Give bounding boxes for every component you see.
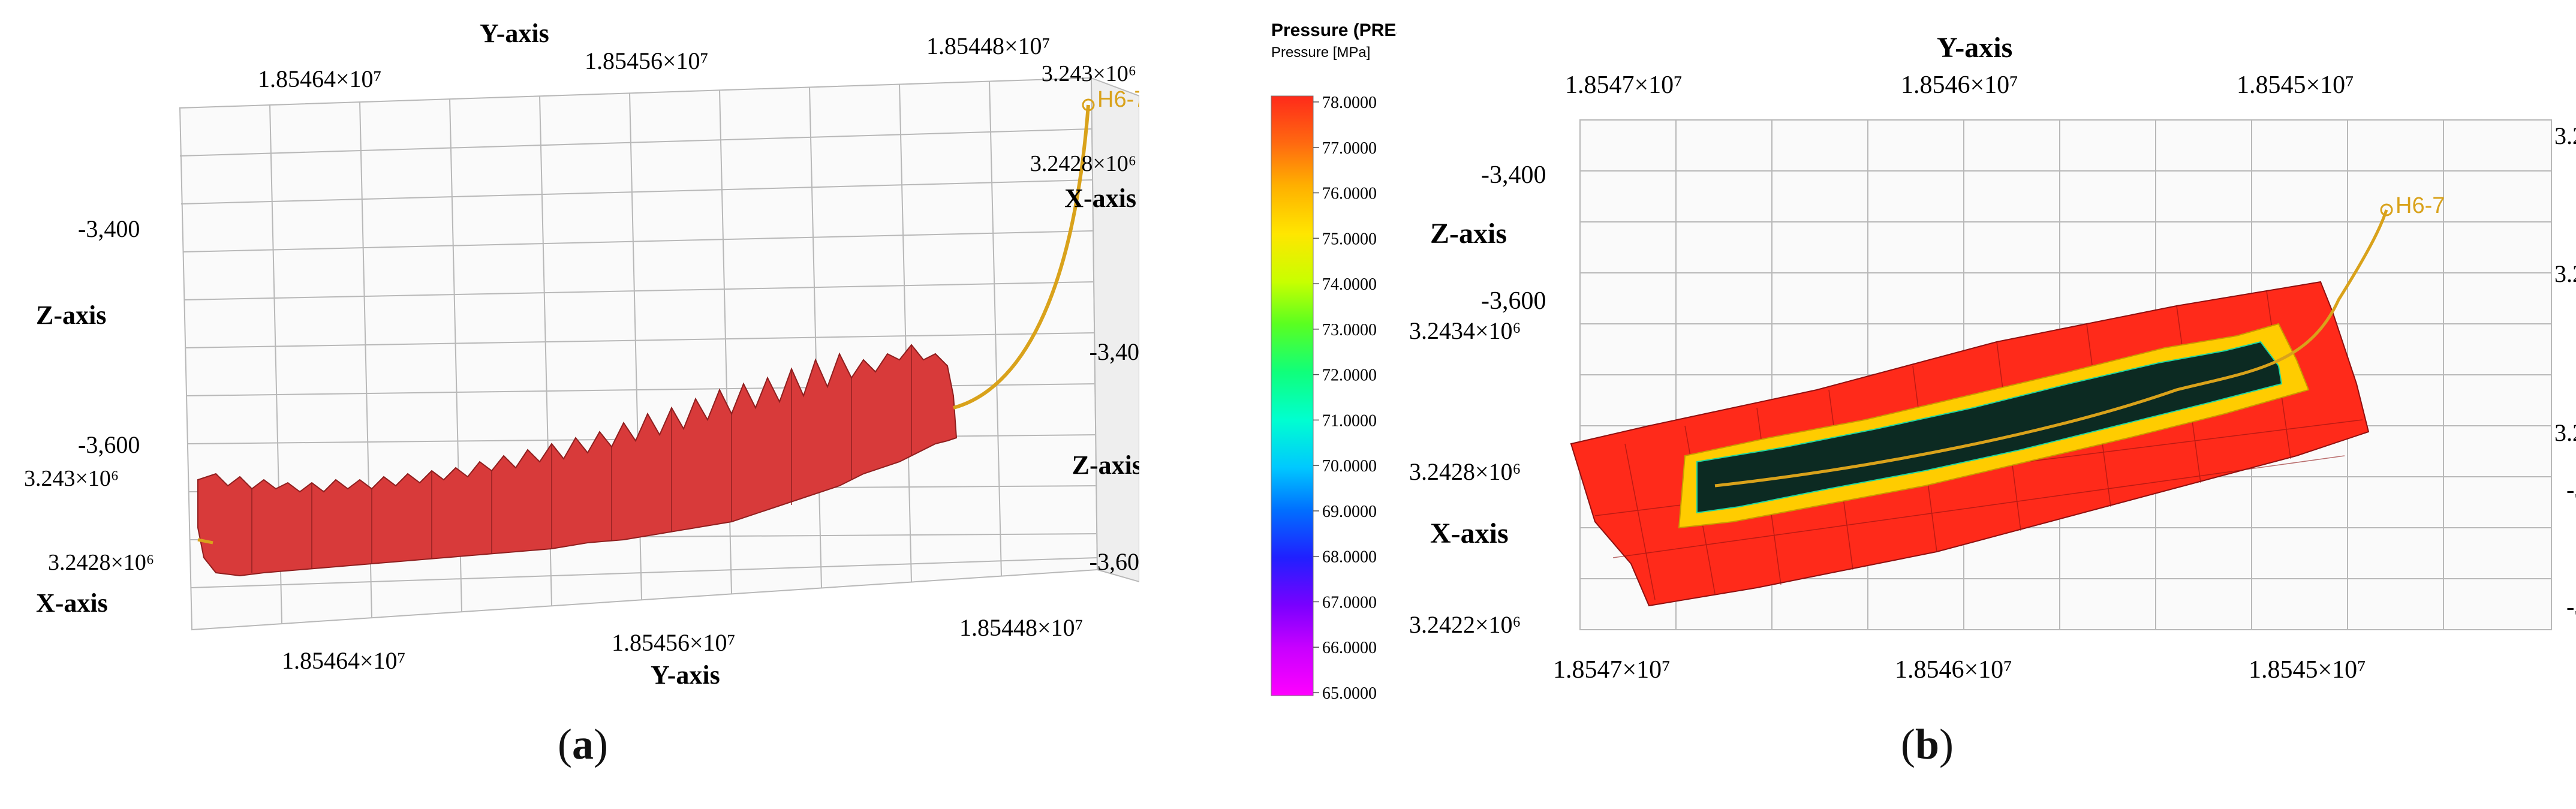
legend-tick-label: 72.0000 bbox=[1322, 366, 1377, 385]
panel-b-bottom-tick: 1.8546×10⁷ bbox=[1895, 656, 2012, 684]
panel-b-top-tick: 1.8546×10⁷ bbox=[1901, 71, 2018, 99]
panel-a-bottom-tick: 1.85448×10⁷ bbox=[959, 614, 1084, 641]
legend-tick-label: 65.0000 bbox=[1322, 684, 1377, 703]
panel-b-bottom-tick: 1.8545×10⁷ bbox=[2249, 656, 2366, 684]
legend-tick-label: 66.0000 bbox=[1322, 639, 1377, 657]
panel-a-top-tick: 1.85456×10⁷ bbox=[585, 47, 709, 74]
panel-a-z-right-tick: -3,400 bbox=[1090, 338, 1139, 365]
panel-b-top-tick: 1.8547×10⁷ bbox=[1565, 71, 1683, 99]
panel-a-bottom-tick: 1.85456×10⁷ bbox=[612, 629, 736, 656]
caption-b-letter: b bbox=[1915, 720, 1940, 768]
caption-a: (a) bbox=[558, 720, 608, 768]
panel-a-reservoir-body bbox=[197, 344, 958, 577]
panel-a-x-left-tick: 3.243×10⁶ bbox=[24, 466, 119, 491]
legend-tick-labels: 78.0000 77.0000 76.0000 75.0000 74.0000 73.00… bbox=[1313, 94, 1377, 703]
legend-tick-label: 73.0000 bbox=[1322, 321, 1377, 339]
legend-tick-label: 77.0000 bbox=[1322, 139, 1377, 158]
panel-a-top-tick: 1.85448×10⁷ bbox=[926, 32, 1051, 59]
panel-a-bottom-tick: 1.85464×10⁷ bbox=[282, 647, 406, 674]
panel-a-z-axis-title-left: Z-axis bbox=[36, 300, 106, 330]
legend-tick-label: 71.0000 bbox=[1322, 411, 1377, 430]
legend-tick-label: 74.0000 bbox=[1322, 275, 1377, 294]
panel-a-x-left-tick: 3.2428×10⁶ bbox=[48, 550, 154, 575]
panel-b-z-left-tick: -3,600 bbox=[1481, 287, 1546, 315]
legend-title: Pressure (PRESSURE) bbox=[1271, 20, 1397, 40]
panel-a-y-axis-title-bottom: Y-axis bbox=[651, 660, 720, 690]
panel-a-x-axis-title-right: X-axis bbox=[1064, 184, 1136, 213]
panel-a-top-tick: 1.85464×10⁷ bbox=[258, 65, 382, 92]
legend-tick-label: 68.0000 bbox=[1322, 548, 1377, 567]
legend-tick-label: 70.0000 bbox=[1322, 457, 1377, 476]
panel-a-y-axis-title-top: Y-axis bbox=[480, 19, 549, 48]
panel-b-y-axis-title: Y-axis bbox=[1937, 32, 2012, 64]
legend-tick-label: 76.0000 bbox=[1322, 185, 1377, 203]
panel-a-body-striations bbox=[251, 345, 912, 573]
panel-a-z-left-tick: -3,400 bbox=[78, 215, 140, 242]
panel-b-top-view: H6-7 Y-axis Z-axis X-axis 1.8547×10⁷ 1.8… bbox=[1397, 0, 2576, 809]
legend-tick-label: 75.0000 bbox=[1322, 230, 1377, 248]
panel-a-x-axis-title-left: X-axis bbox=[36, 588, 108, 618]
panel-a-well-head-marker bbox=[1082, 98, 1095, 112]
legend-tick-label: 69.0000 bbox=[1322, 503, 1377, 521]
panel-a-plot: H6-7 Y-axis Y-axis Z-axis Z-axis X-axis … bbox=[24, 19, 1151, 690]
caption-a-letter: a bbox=[571, 720, 594, 768]
caption-b: (b) bbox=[1901, 720, 1954, 768]
panel-b-well-trajectory bbox=[1714, 209, 2388, 488]
legend-color-bar bbox=[1271, 95, 1314, 696]
panel-b-x-right-tick: 3.2422×10⁶ bbox=[2554, 419, 2576, 446]
panel-b-well-label: H6-7 bbox=[2396, 193, 2445, 218]
panel-a-well-label: H6-7 bbox=[1097, 87, 1139, 112]
legend-tick-label: 67.0000 bbox=[1322, 593, 1377, 612]
panel-b-z-right-tick: -3,600 bbox=[2566, 593, 2576, 620]
panel-b-x-right-tick: 3.2434×10⁶ bbox=[2554, 122, 2576, 149]
panel-b-z-right-tick: -3,400 bbox=[2566, 476, 2576, 503]
panel-b-z-left-tick: -3,400 bbox=[1481, 161, 1546, 189]
panel-b-x-right-tick: 3.2428×10⁶ bbox=[2554, 260, 2576, 287]
pressure-color-legend: Pressure (PRESSURE) Pressure [MPa] 78.00… bbox=[1253, 0, 1464, 720]
panel-b-top-tick: 1.8545×10⁷ bbox=[2237, 71, 2354, 99]
panel-a-z-right-tick: -3,600 bbox=[1090, 548, 1139, 575]
panel-b-x-left-tick: 3.2422×10⁶ bbox=[1409, 611, 1521, 638]
panel-b-plot: H6-7 Y-axis Z-axis X-axis 1.8547×10⁷ 1.8… bbox=[1409, 32, 2576, 684]
panel-b-well-head-marker bbox=[2380, 203, 2393, 216]
panel-a-x-right-tick: 3.243×10⁶ bbox=[1042, 61, 1136, 86]
legend-svg: Pressure (PRESSURE) Pressure [MPa] 78.00… bbox=[1271, 20, 1464, 703]
panel-a-x-right-tick: 3.2428×10⁶ bbox=[1030, 151, 1136, 176]
panel-a-z-axis-title-right: Z-axis bbox=[1072, 450, 1139, 480]
panel-a-well-trajectory bbox=[953, 104, 1090, 410]
panel-b-x-left-tick: 3.2434×10⁶ bbox=[1409, 317, 1521, 344]
panel-a-z-left-tick: -3,600 bbox=[78, 431, 140, 458]
panel-b-z-axis-title: Z-axis bbox=[1430, 218, 1507, 249]
panel-b-reservoir-core bbox=[1696, 341, 2283, 514]
panel-b-bottom-tick: 1.8547×10⁷ bbox=[1553, 656, 1671, 684]
panel-b-x-axis-title: X-axis bbox=[1430, 518, 1509, 549]
panel-a-3d-view: H6-7 Y-axis Y-axis Z-axis Z-axis X-axis … bbox=[0, 0, 1151, 809]
legend-subtitle: Pressure [MPa] bbox=[1271, 44, 1370, 61]
panel-b-x-left-tick: 3.2428×10⁶ bbox=[1409, 458, 1521, 485]
legend-tick-label: 78.0000 bbox=[1322, 94, 1377, 112]
